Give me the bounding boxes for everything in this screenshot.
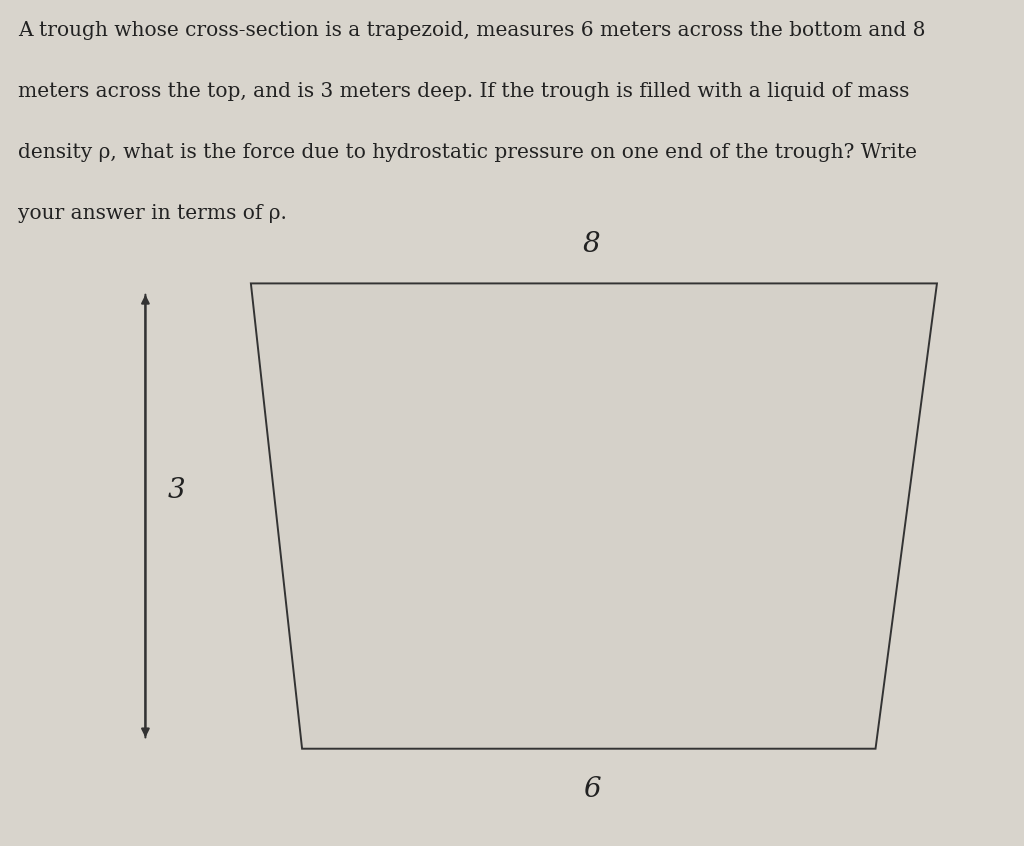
Polygon shape xyxy=(251,283,937,749)
Text: 6: 6 xyxy=(583,776,601,803)
Text: 8: 8 xyxy=(583,231,601,258)
Text: 3: 3 xyxy=(167,477,185,504)
Text: density ρ, what is the force due to hydrostatic pressure on one end of the troug: density ρ, what is the force due to hydr… xyxy=(18,143,918,162)
Text: meters across the top, and is 3 meters deep. If the trough is filled with a liqu: meters across the top, and is 3 meters d… xyxy=(18,82,909,101)
Text: A trough whose cross-section is a trapezoid, measures 6 meters across the bottom: A trough whose cross-section is a trapez… xyxy=(18,21,926,40)
Text: your answer in terms of ρ.: your answer in terms of ρ. xyxy=(18,204,288,222)
